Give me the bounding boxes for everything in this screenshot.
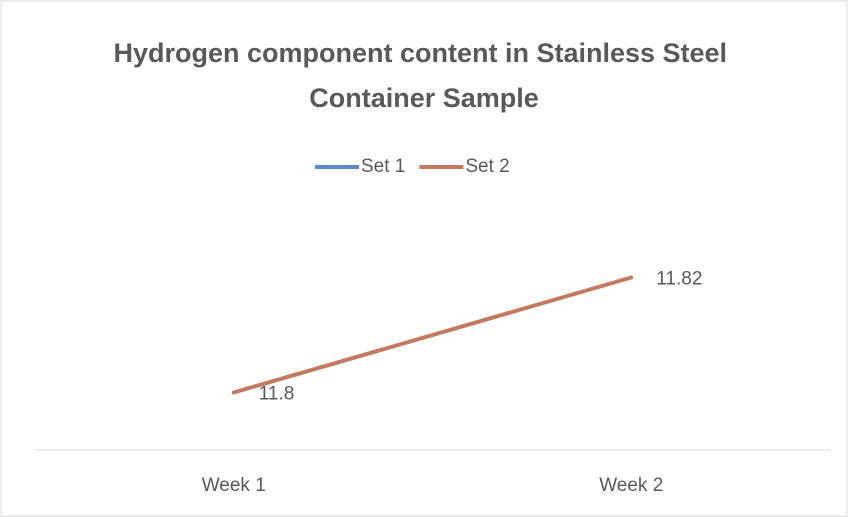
x-tick-label: Week 1: [202, 475, 266, 496]
legend-label: Set 1: [361, 156, 405, 177]
legend-label: Set 2: [465, 156, 509, 177]
chart-title: Hydrogen component content in Stainless …: [113, 38, 734, 113]
x-tick-label: Week 2: [599, 475, 663, 496]
data-label: 11.8: [259, 384, 295, 405]
data-label: 11.82: [656, 269, 702, 290]
series-line: [231, 275, 634, 395]
